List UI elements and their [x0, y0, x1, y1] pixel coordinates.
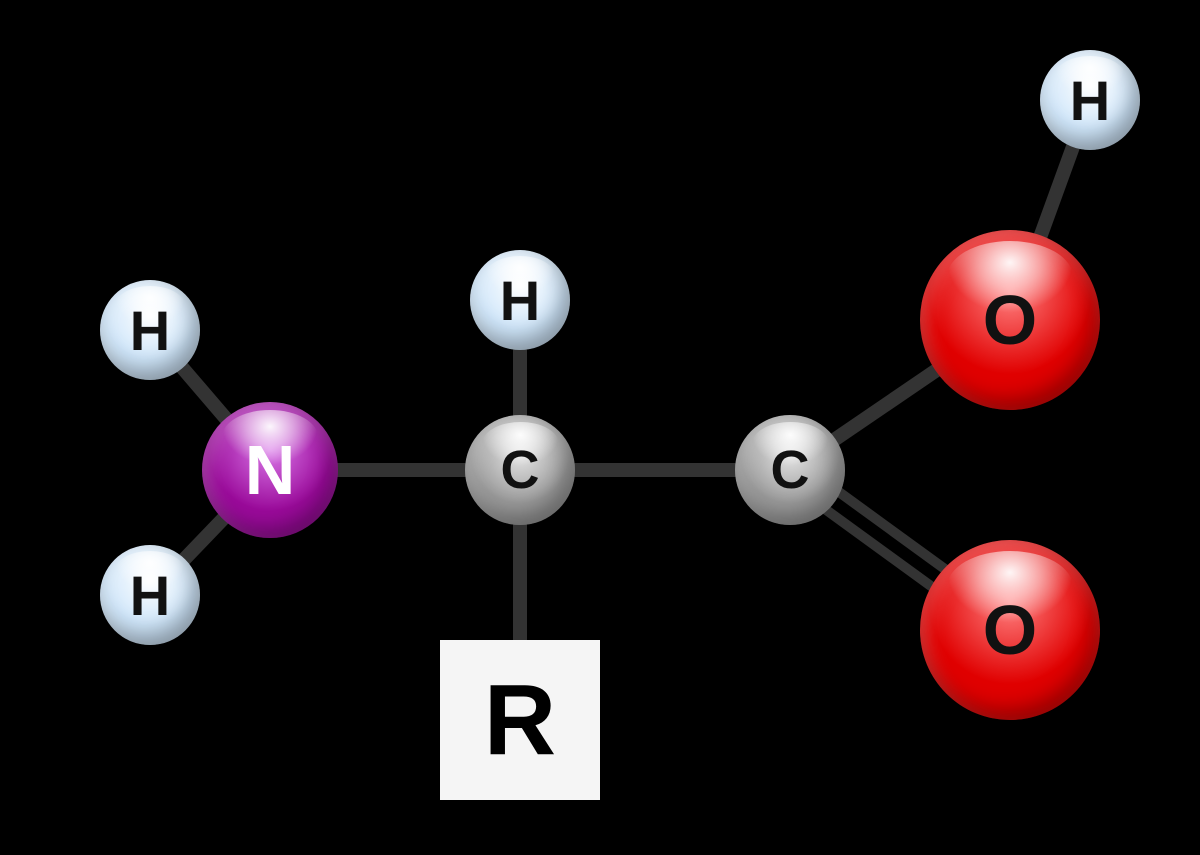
atom-o_bot: O	[920, 540, 1100, 720]
atom-h_sw: H	[100, 545, 200, 645]
atom-label: C	[501, 439, 540, 501]
atom-h_c1: H	[470, 250, 570, 350]
atom-label: O	[983, 280, 1037, 360]
atom-label: N	[245, 430, 296, 510]
atom-label: H	[130, 298, 170, 363]
molecule-diagram: R N H H C H C O O H	[0, 0, 1200, 855]
r-group-label: R	[484, 663, 556, 778]
atom-h_nw: H	[100, 280, 200, 380]
atom-label: C	[771, 439, 810, 501]
atom-n: N	[202, 402, 338, 538]
atom-label: H	[130, 563, 170, 628]
atom-o_top: O	[920, 230, 1100, 410]
bond-layer	[0, 0, 1200, 855]
r-group: R	[440, 640, 600, 800]
atom-c1: C	[465, 415, 575, 525]
atom-label: H	[500, 268, 540, 333]
atom-label: H	[1070, 68, 1110, 133]
atom-h_o: H	[1040, 50, 1140, 150]
atom-label: O	[983, 590, 1037, 670]
atom-c2: C	[735, 415, 845, 525]
